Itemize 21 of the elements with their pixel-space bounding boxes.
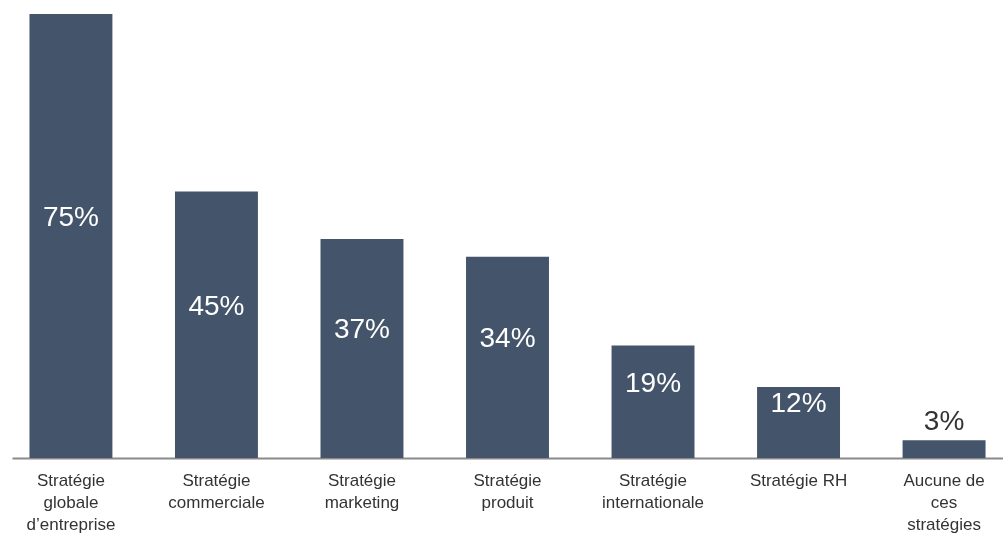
data-label: 37% bbox=[333, 313, 390, 345]
bar bbox=[320, 238, 404, 458]
data-label: 45% bbox=[188, 289, 245, 321]
x-tick-label: Aucune de ces stratégies bbox=[903, 470, 985, 534]
bar bbox=[611, 345, 695, 458]
data-label: 75% bbox=[42, 201, 99, 232]
data-label: 3% bbox=[923, 405, 965, 437]
data-label: 19% bbox=[625, 366, 682, 398]
bar bbox=[29, 14, 113, 458]
x-tick-label: Stratégie marketing bbox=[324, 470, 400, 512]
data-label: 34% bbox=[479, 322, 536, 354]
x-tick-label: Stratégie produit bbox=[473, 470, 542, 512]
x-tick-label: Stratégie internationale bbox=[601, 470, 705, 512]
bar bbox=[902, 440, 986, 458]
data-label: 12% bbox=[770, 387, 827, 419]
bar bbox=[466, 256, 549, 458]
bar bbox=[757, 386, 841, 458]
x-tick-label: Stratégie commerciale bbox=[168, 470, 265, 512]
x-tick-label: Stratégie RH bbox=[749, 470, 848, 490]
x-tick-label: Stratégie globale d’entreprise bbox=[26, 470, 116, 534]
bar bbox=[174, 191, 258, 458]
